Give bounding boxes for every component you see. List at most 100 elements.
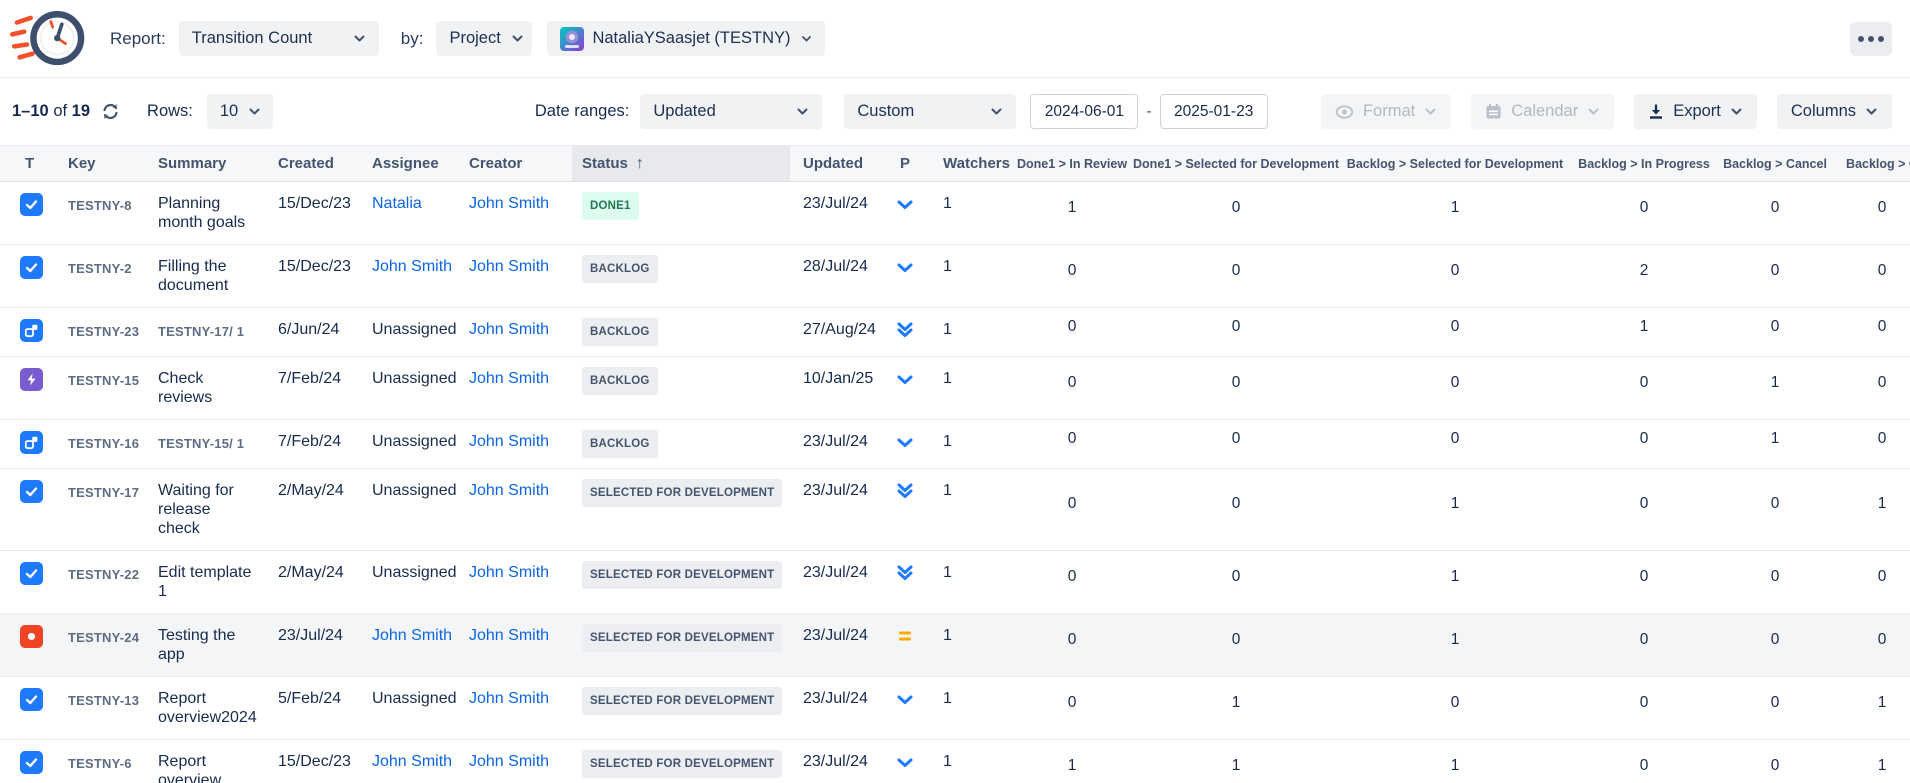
- created-date: 7/Feb/24: [278, 420, 372, 468]
- column-header-transition-3[interactable]: Backlog > Selected for Development: [1338, 146, 1572, 181]
- creator-link[interactable]: John Smith: [469, 258, 549, 275]
- assignee-link[interactable]: Unassigned: [372, 370, 457, 387]
- issue-key[interactable]: TESTNY-2: [68, 245, 158, 307]
- priority-cell: [880, 469, 930, 550]
- column-header-status[interactable]: Status ↑: [572, 146, 790, 181]
- issue-summary[interactable]: TESTNY-15/ 1: [158, 420, 278, 468]
- project-select[interactable]: NataliaYSaasjet (TESTNY): [547, 21, 825, 56]
- creator-link[interactable]: John Smith: [469, 321, 549, 338]
- priority-icon: [896, 691, 914, 709]
- issue-summary[interactable]: Testing the app: [158, 614, 278, 676]
- report-select-value: Transition Count: [192, 29, 343, 48]
- date-mode-select[interactable]: Custom: [844, 94, 1016, 129]
- transition-count-2: 0: [1134, 182, 1338, 244]
- assignee-link[interactable]: John Smith: [372, 258, 452, 275]
- issue-summary[interactable]: Check reviews: [158, 357, 278, 419]
- date-ranges-label: Date ranges:: [535, 102, 629, 121]
- column-header-type[interactable]: T: [0, 146, 68, 181]
- by-select[interactable]: Project: [436, 21, 532, 56]
- column-header-transition-4[interactable]: Backlog > In Progress: [1572, 146, 1716, 181]
- transition-count-2: 0: [1134, 308, 1338, 356]
- transition-count-1: 0: [1010, 469, 1134, 550]
- issue-key[interactable]: TESTNY-15: [68, 357, 158, 419]
- column-header-key[interactable]: Key: [68, 146, 158, 181]
- issue-key[interactable]: TESTNY-17: [68, 469, 158, 550]
- issue-summary[interactable]: Report overview: [158, 740, 278, 783]
- column-header-creator[interactable]: Creator: [469, 146, 572, 181]
- issue-key[interactable]: TESTNY-23: [68, 308, 158, 356]
- creator-link[interactable]: John Smith: [469, 564, 549, 581]
- assignee-link[interactable]: Natalia: [372, 195, 422, 212]
- transition-count-5: 0: [1716, 551, 1834, 613]
- creator-link[interactable]: John Smith: [469, 433, 549, 450]
- issue-key[interactable]: TESTNY-6: [68, 740, 158, 783]
- date-to-input[interactable]: 2025-01-23: [1160, 94, 1268, 129]
- column-header-transition-6[interactable]: Backlog > C: [1834, 146, 1910, 181]
- export-button[interactable]: Export: [1634, 94, 1757, 129]
- column-header-created[interactable]: Created: [278, 146, 372, 181]
- creator-link[interactable]: John Smith: [469, 753, 549, 770]
- creator-link[interactable]: John Smith: [469, 195, 549, 212]
- column-header-priority[interactable]: P: [880, 146, 930, 181]
- bug-icon: [24, 629, 39, 644]
- assignee-link[interactable]: Unassigned: [372, 433, 457, 450]
- creator-link[interactable]: John Smith: [469, 482, 549, 499]
- column-header-transition-1[interactable]: Done1 > In Review: [1010, 146, 1134, 181]
- priority-chevron-icon: [897, 375, 913, 385]
- column-header-transition-5[interactable]: Backlog > Cancel: [1716, 146, 1834, 181]
- assignee-link[interactable]: Unassigned: [372, 482, 457, 499]
- columns-button[interactable]: Columns: [1777, 94, 1892, 129]
- assignee-link[interactable]: John Smith: [372, 753, 452, 770]
- status-badge: SELECTED FOR DEVELOPMENT: [582, 624, 782, 652]
- issue-type-icon: [20, 319, 43, 342]
- project-select-value: NataliaYSaasjet (TESTNY): [592, 29, 793, 48]
- issue-key[interactable]: TESTNY-8: [68, 182, 158, 244]
- transition-count-1: 0: [1010, 677, 1134, 739]
- issue-summary[interactable]: Filling the document: [158, 245, 278, 307]
- table-body: TESTNY-8 Planning month goals 15/Dec/23 …: [0, 182, 1910, 783]
- priority-chevron-icon: [897, 695, 913, 705]
- updated-date: 23/Jul/24: [790, 551, 880, 613]
- rows-per-page-value: 10: [220, 102, 238, 121]
- transition-count-2: 0: [1134, 357, 1338, 419]
- created-date: 15/Dec/23: [278, 245, 372, 307]
- table-row: TESTNY-13 Report overview2024 5/Feb/24 U…: [0, 677, 1910, 740]
- transition-count-6: 0: [1834, 357, 1910, 419]
- issue-type-cell: [0, 551, 68, 613]
- issue-key[interactable]: TESTNY-22: [68, 551, 158, 613]
- report-select[interactable]: Transition Count: [179, 21, 379, 56]
- assignee-link[interactable]: Unassigned: [372, 690, 457, 707]
- column-header-summary[interactable]: Summary: [158, 146, 278, 181]
- column-header-updated[interactable]: Updated: [790, 146, 880, 181]
- creator-link[interactable]: John Smith: [469, 370, 549, 387]
- issue-key[interactable]: TESTNY-16: [68, 420, 158, 468]
- transition-count-1: 1: [1010, 740, 1134, 783]
- assignee-link[interactable]: Unassigned: [372, 564, 457, 581]
- assignee-link[interactable]: Unassigned: [372, 321, 457, 338]
- creator-link[interactable]: John Smith: [469, 627, 549, 644]
- status-cell: SELECTED FOR DEVELOPMENT: [572, 740, 790, 783]
- issue-type-cell: [0, 308, 68, 356]
- priority-cell: [880, 182, 930, 244]
- column-header-watchers[interactable]: Watchers: [930, 146, 1010, 181]
- rows-per-page-select[interactable]: 10: [207, 94, 273, 129]
- issue-summary[interactable]: Report overview2024: [158, 677, 278, 739]
- more-menu-button[interactable]: [1850, 22, 1892, 56]
- transition-count-3: 0: [1338, 677, 1572, 739]
- issue-key[interactable]: TESTNY-13: [68, 677, 158, 739]
- issue-summary[interactable]: Waiting for release check: [158, 469, 278, 550]
- issue-key[interactable]: TESTNY-24: [68, 614, 158, 676]
- assignee-link[interactable]: John Smith: [372, 627, 452, 644]
- creator-link[interactable]: John Smith: [469, 690, 549, 707]
- date-from-input[interactable]: 2024-06-01: [1030, 94, 1138, 129]
- column-header-assignee[interactable]: Assignee: [372, 146, 469, 181]
- refresh-icon[interactable]: [100, 101, 121, 122]
- issue-summary[interactable]: TESTNY-17/ 1: [158, 308, 278, 356]
- transition-count-3: 1: [1338, 551, 1572, 613]
- date-field-select[interactable]: Updated: [640, 94, 822, 129]
- column-header-transition-2[interactable]: Done1 > Selected for Development: [1134, 146, 1338, 181]
- issue-summary[interactable]: Planning month goals: [158, 182, 278, 244]
- status-cell: BACKLOG: [572, 357, 790, 419]
- issue-summary[interactable]: Edit template 1: [158, 551, 278, 613]
- transition-count-6: 0: [1834, 308, 1910, 356]
